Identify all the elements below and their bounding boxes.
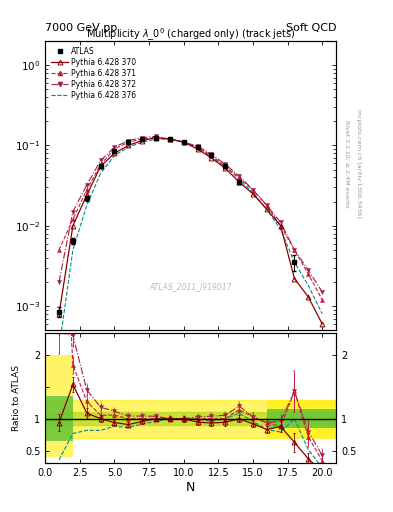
Text: Rivet 3.1.10; ≥ 2.4M events: Rivet 3.1.10; ≥ 2.4M events <box>344 120 349 208</box>
Y-axis label: Ratio to ATLAS: Ratio to ATLAS <box>12 365 21 431</box>
Text: ATLAS_2011_I919017: ATLAS_2011_I919017 <box>149 282 232 291</box>
Bar <box>267 400 336 438</box>
X-axis label: N: N <box>186 481 195 494</box>
Bar <box>45 400 336 438</box>
Bar <box>267 409 336 429</box>
Text: mcplots.cern.ch [arXiv:1306.3436]: mcplots.cern.ch [arXiv:1306.3436] <box>356 110 361 218</box>
Title: Multiplicity $\lambda\_0^0$ (charged only) (track jets): Multiplicity $\lambda\_0^0$ (charged onl… <box>86 27 296 43</box>
Text: 7000 GeV pp: 7000 GeV pp <box>45 23 118 33</box>
Text: Soft QCD: Soft QCD <box>286 23 336 33</box>
Bar <box>45 355 73 457</box>
Bar <box>45 396 73 441</box>
Legend: ATLAS, Pythia 6.428 370, Pythia 6.428 371, Pythia 6.428 372, Pythia 6.428 376: ATLAS, Pythia 6.428 370, Pythia 6.428 37… <box>49 45 139 102</box>
Bar <box>45 412 336 425</box>
